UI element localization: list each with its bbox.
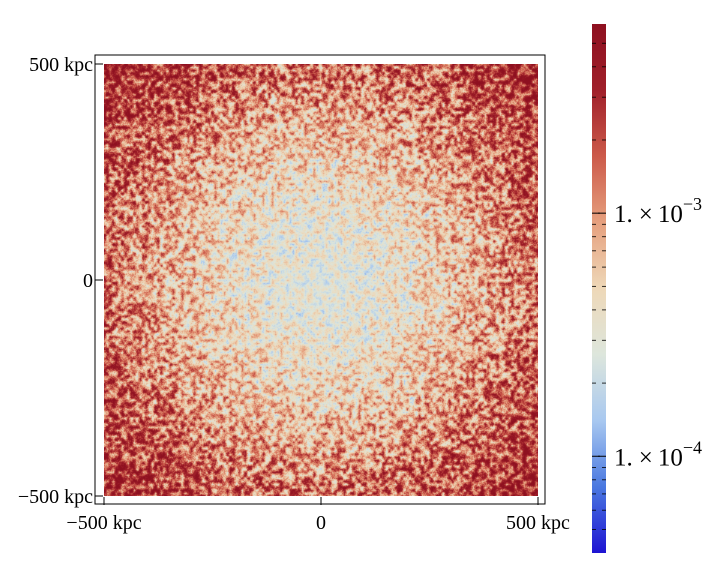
heatmap-field	[104, 64, 538, 496]
x-axis: −500 kpc 0 500 kpc	[66, 497, 570, 534]
x-tick-label: 0	[316, 512, 326, 534]
colorbar-tick-label: 1. × 10−3	[614, 194, 702, 228]
y-axis: 500 kpc 0 −500 kpc	[18, 54, 103, 508]
y-tick-label: −500 kpc	[18, 486, 93, 508]
heatmap-canvas-holder	[104, 64, 538, 496]
colorbar	[592, 24, 606, 553]
colorbar-labels: 1. × 10−3 1. × 10−4	[614, 194, 702, 471]
colorbar-tick-label: 1. × 10−4	[614, 437, 702, 471]
x-tick-label: −500 kpc	[66, 512, 141, 534]
x-tick-label: 500 kpc	[506, 512, 570, 534]
y-tick-label: 0	[83, 270, 93, 292]
colorbar-ticks	[592, 42, 606, 530]
heatmap-canvas	[104, 64, 538, 496]
y-tick-label: 500 kpc	[29, 54, 93, 76]
